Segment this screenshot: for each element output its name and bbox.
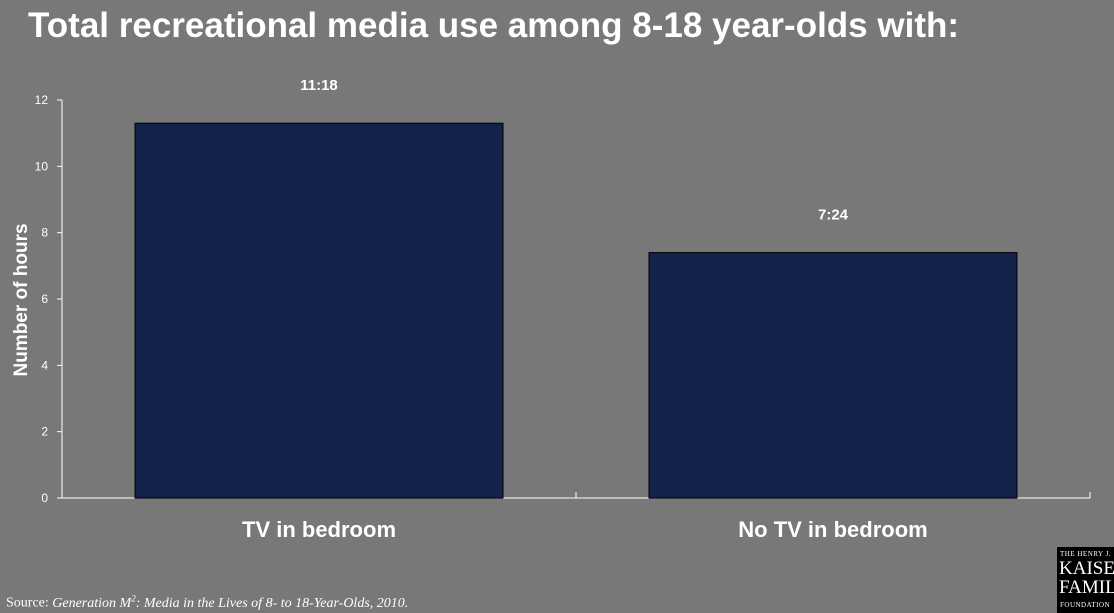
y-tick-label: 12	[35, 93, 49, 107]
source-publication-rest: : Media in the Lives of 8- to 18-Year-Ol…	[135, 595, 409, 611]
x-category-label: No TV in bedroom	[738, 517, 927, 542]
y-tick-label: 0	[41, 491, 48, 505]
y-tick-label: 4	[41, 358, 48, 372]
kaiser-family-foundation-logo: THE HENRY J. KAISER FAMILY FOUNDATION	[1057, 547, 1114, 613]
bar	[648, 252, 1018, 499]
bar-data-label: 7:24	[818, 207, 849, 224]
y-tick-label: 6	[41, 292, 48, 306]
bar	[134, 122, 504, 499]
y-tick-label: 8	[41, 226, 48, 240]
y-axis-title: Number of hours	[11, 223, 32, 376]
source-note: Source: Generation M2: Media in the Live…	[6, 593, 408, 612]
source-prefix: Source:	[6, 595, 53, 611]
source-publication: Generation M	[52, 595, 132, 611]
y-tick-label: 10	[35, 159, 49, 173]
chart-title: Total recreational media use among 8-18 …	[28, 6, 960, 45]
source-superscript: 2	[131, 593, 136, 603]
x-category-label: TV in bedroom	[242, 517, 396, 542]
y-tick-label: 2	[41, 425, 48, 439]
bar-data-label: 11:18	[300, 77, 338, 94]
